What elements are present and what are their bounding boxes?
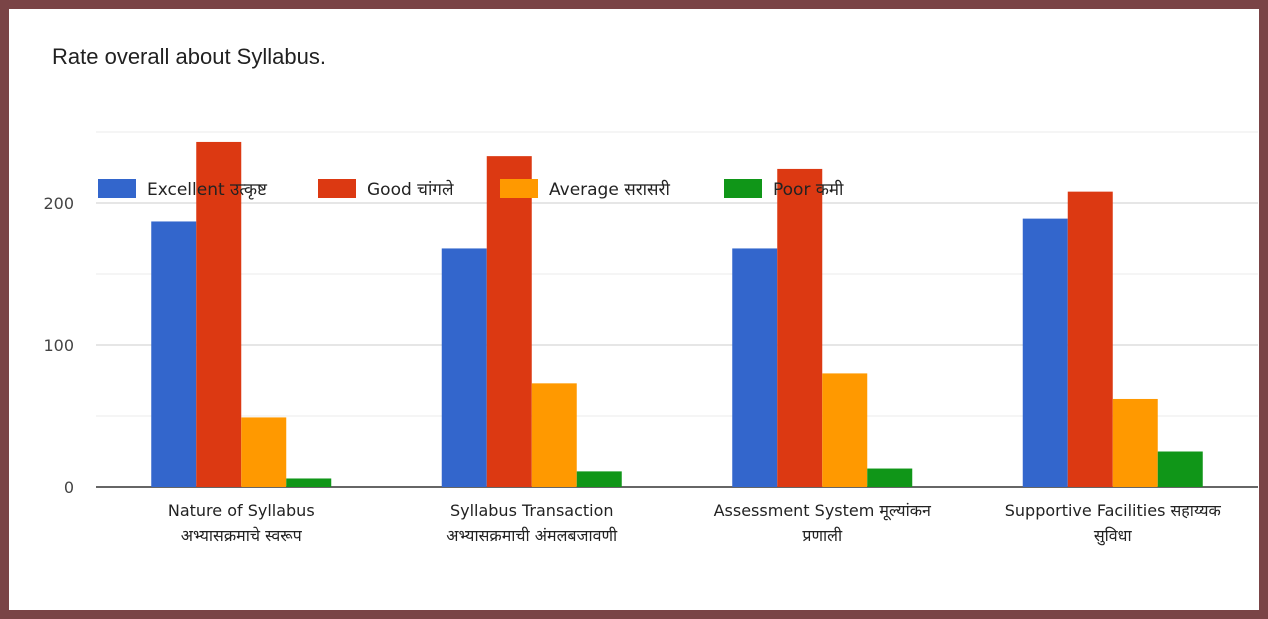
legend-swatch	[318, 179, 356, 198]
bar-3-4	[1112, 398, 1158, 487]
bar-2-3	[777, 168, 823, 488]
legend-swatch	[98, 179, 136, 198]
bar-2-1	[196, 141, 242, 487]
x-category-label: अभ्यासक्रमाचे स्वरूप	[181, 526, 303, 545]
x-category-label: Supportive Facilities सहाय्यक	[1005, 501, 1222, 520]
bar-1-3	[732, 248, 778, 487]
chart-title: Rate overall about Syllabus.	[52, 44, 326, 69]
legend-label: Average सरासरी	[549, 179, 671, 200]
x-category-label: अभ्यासक्रमाची अंमलबजावणी	[446, 526, 618, 545]
bar-2-2	[486, 156, 532, 487]
y-tick-label: 100	[43, 336, 74, 355]
bar-2-4	[1067, 191, 1113, 487]
bar-3-1	[241, 417, 287, 487]
x-category-label: Syllabus Transaction	[450, 501, 614, 520]
legend-swatch	[724, 179, 762, 198]
bar-4-3	[867, 468, 913, 487]
y-tick-label: 0	[64, 478, 74, 497]
x-category-label: सुविधा	[1094, 526, 1133, 546]
bar-3-2	[531, 383, 577, 487]
x-category-label: प्रणाली	[802, 526, 843, 545]
bar-1-4	[1022, 218, 1068, 487]
bar-1-1	[151, 221, 197, 487]
bar-1-2	[441, 248, 487, 487]
legend-label: Excellent उत्कृष्ट	[147, 180, 268, 200]
bar-4-2	[576, 471, 622, 487]
x-category-label: Assessment System मूल्यांकन	[714, 501, 932, 521]
bar-3-3	[822, 373, 868, 487]
bar-4-4	[1157, 451, 1203, 487]
legend-label: Poor कमी	[773, 179, 844, 200]
x-category-label: Nature of Syllabus	[168, 501, 315, 520]
y-tick-label: 200	[43, 194, 74, 213]
legend-label: Good चांगले	[367, 179, 454, 200]
bar-4-1	[286, 478, 332, 487]
legend-swatch	[500, 179, 538, 198]
